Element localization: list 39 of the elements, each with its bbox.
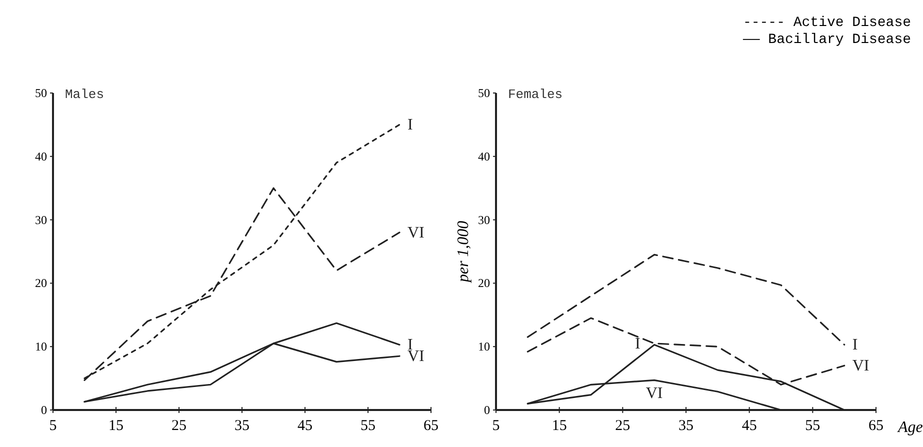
x-tick-label: 35 — [678, 418, 694, 434]
y-tick-label: 0 — [41, 403, 47, 417]
chart-title: Males — [65, 87, 104, 102]
text: ----- Active Disease — [742, 15, 911, 31]
x-tick-label: 15 — [552, 418, 567, 434]
series-label: I — [408, 116, 413, 134]
series-label: VI — [852, 358, 870, 375]
x-tick-label: 65 — [868, 418, 884, 434]
series-label: VI — [408, 348, 424, 366]
x-tick-label: 5 — [492, 418, 500, 434]
x-tick-label: 5 — [49, 418, 57, 434]
x-tick-label: 15 — [108, 418, 124, 434]
y-tick-label: 20 — [478, 276, 490, 290]
y-tick-label: 40 — [478, 149, 490, 164]
y-tick-label: 30 — [35, 212, 47, 227]
x-tick-label: 55 — [805, 418, 820, 434]
chart-title: Females — [508, 87, 563, 102]
x-tick-label: 25 — [615, 418, 630, 434]
series-label: VI — [646, 385, 663, 402]
x-tick-label: 65 — [424, 418, 438, 434]
y-tick-label: 10 — [35, 340, 47, 354]
x-tick-label: 45 — [742, 418, 757, 434]
series-label: I — [852, 336, 858, 354]
x-tick-label: 25 — [172, 418, 186, 434]
y-tick-label: 30 — [478, 212, 490, 227]
y-tick-label: 0 — [484, 403, 490, 417]
x-tick-label: 35 — [234, 418, 250, 434]
y-tick-label: 40 — [35, 149, 47, 164]
y-tick-label: 20 — [35, 276, 47, 290]
y-tick-label: 50 — [35, 86, 47, 100]
y-tick-label: 10 — [478, 340, 490, 354]
x-axis-title: Age — [897, 419, 923, 436]
y-axis-title: per 1,000 — [455, 220, 472, 284]
text: —— Bacillary Disease — [742, 32, 911, 48]
x-tick-label: 55 — [360, 418, 376, 434]
series-label: I — [635, 336, 640, 353]
y-tick-label: 50 — [478, 86, 490, 100]
series-label: VI — [408, 224, 424, 242]
x-tick-label: 45 — [298, 418, 312, 434]
